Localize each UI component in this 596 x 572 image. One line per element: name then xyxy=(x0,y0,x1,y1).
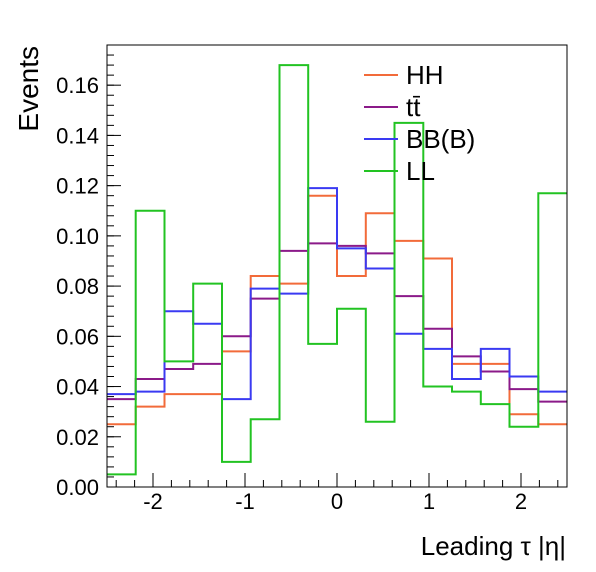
y-tick-label: 0.10 xyxy=(56,224,99,249)
x-tick-label: -2 xyxy=(143,489,163,514)
x-axis-label: Leading τ |η| xyxy=(421,531,566,561)
x-tick-label: 0 xyxy=(331,489,343,514)
series-2-step-line xyxy=(107,187,567,401)
series-layer xyxy=(107,64,567,476)
y-tick-label: 0.08 xyxy=(56,274,99,299)
y-tick-label: 0.16 xyxy=(56,73,99,98)
y-tick-label: 0.04 xyxy=(56,375,99,400)
legend-label-1: tt̄ xyxy=(406,92,421,122)
axes-layer: 0.00 0.02 0.04 0.06 0.08 0.10 0.12 0.14 0.16 -2 -1… xyxy=(56,44,559,514)
legend-label-3: LL xyxy=(406,156,435,186)
y-tick-label: 0.12 xyxy=(56,174,99,199)
x-tick-label: -1 xyxy=(235,489,255,514)
y-tick-label: 0.14 xyxy=(56,123,99,148)
series-3-step-line xyxy=(107,64,567,476)
x-tick-label: 2 xyxy=(515,489,527,514)
x-tick-label: 1 xyxy=(423,489,435,514)
legend-label-0: HH xyxy=(406,60,444,90)
legend: HH tt̄ BB(B)LL xyxy=(364,60,475,186)
y-axis-label: Events xyxy=(13,46,44,132)
y-tick-label: 0.02 xyxy=(56,425,99,450)
legend-label-2: BB(B) xyxy=(406,124,475,154)
y-tick-label: 0.06 xyxy=(56,324,99,349)
y-tick-label: 0.00 xyxy=(56,475,99,500)
